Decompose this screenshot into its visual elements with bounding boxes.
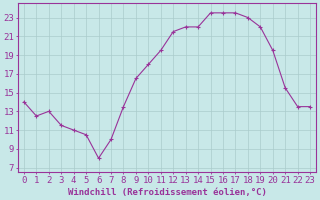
X-axis label: Windchill (Refroidissement éolien,°C): Windchill (Refroidissement éolien,°C) — [68, 188, 267, 197]
